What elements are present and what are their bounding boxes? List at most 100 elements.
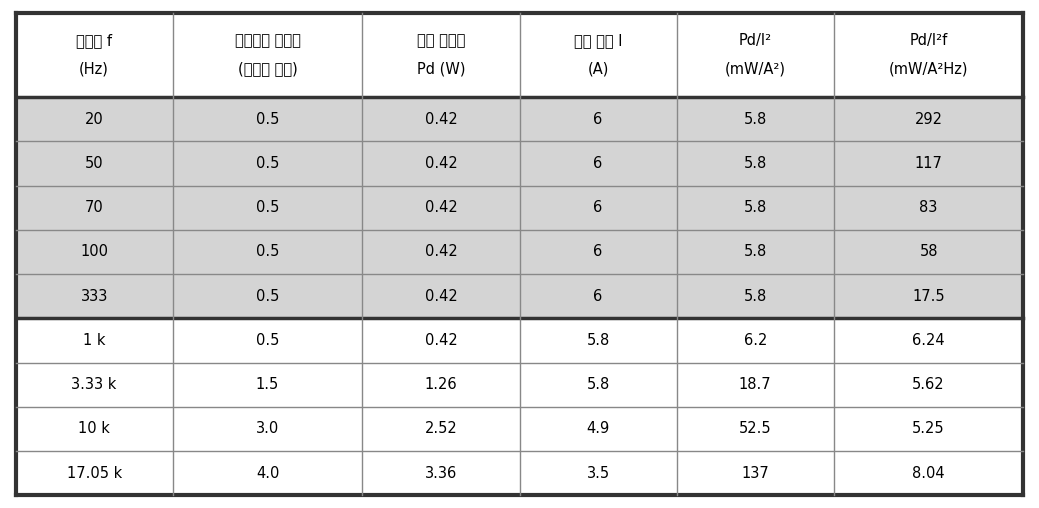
Bar (16, 97, 172, 141)
Text: 0.42: 0.42 (425, 112, 457, 127)
Bar (676, 185, 833, 230)
Text: 0.5: 0.5 (256, 200, 279, 215)
Bar (16, 407, 172, 451)
Text: 6: 6 (593, 200, 603, 215)
Text: 83: 83 (920, 200, 938, 215)
Text: 환산 발열량: 환산 발열량 (417, 33, 465, 48)
Text: 0.5: 0.5 (256, 156, 279, 171)
Text: 70: 70 (85, 200, 104, 215)
Text: Pd/I²f: Pd/I²f (909, 33, 948, 48)
Text: 5.8: 5.8 (744, 200, 767, 215)
Text: 2.52: 2.52 (425, 422, 457, 436)
Text: 1.26: 1.26 (425, 377, 457, 392)
Text: 3.33 k: 3.33 k (72, 377, 116, 392)
Text: 6: 6 (593, 112, 603, 127)
Text: Pd (W): Pd (W) (417, 61, 465, 77)
Bar (172, 97, 363, 141)
Text: 6.24: 6.24 (912, 333, 944, 348)
Text: 292: 292 (914, 112, 942, 127)
Bar (833, 141, 1023, 185)
Text: 5.8: 5.8 (744, 244, 767, 260)
Bar (833, 407, 1023, 451)
Bar (172, 319, 363, 363)
Text: 17.05 k: 17.05 k (66, 466, 122, 481)
Text: (mW/A²): (mW/A²) (724, 61, 785, 77)
Bar (363, 451, 520, 495)
Text: 0.42: 0.42 (425, 289, 457, 304)
Bar (520, 274, 676, 319)
Text: 0.5: 0.5 (256, 289, 279, 304)
Bar (833, 451, 1023, 495)
Text: 5.8: 5.8 (586, 377, 610, 392)
Text: 5.25: 5.25 (912, 422, 944, 436)
Bar (16, 230, 172, 274)
Bar (16, 141, 172, 185)
Text: 8.04: 8.04 (912, 466, 944, 481)
Bar (520, 319, 676, 363)
Text: 0.5: 0.5 (256, 333, 279, 348)
Text: 50: 50 (85, 156, 104, 171)
Bar (363, 230, 520, 274)
Text: 0.42: 0.42 (425, 333, 457, 348)
Text: 3.0: 3.0 (256, 422, 279, 436)
Bar (172, 363, 363, 407)
Text: 전류 진폭 I: 전류 진폭 I (574, 33, 622, 48)
Text: 5.8: 5.8 (744, 289, 767, 304)
Text: 6: 6 (593, 244, 603, 260)
Bar (833, 230, 1023, 274)
Text: 17.5: 17.5 (912, 289, 944, 304)
Text: Pd/I²: Pd/I² (739, 33, 772, 48)
Text: 기체헬륨 증가량: 기체헬륨 증가량 (235, 33, 300, 48)
Text: 10 k: 10 k (78, 422, 110, 436)
Text: 진동수 f: 진동수 f (76, 33, 112, 48)
Text: (mW/A²Hz): (mW/A²Hz) (888, 61, 968, 77)
Bar (676, 230, 833, 274)
Bar (520, 97, 676, 141)
Bar (172, 407, 363, 451)
Bar (363, 319, 520, 363)
Text: 0.42: 0.42 (425, 244, 457, 260)
Text: 4.9: 4.9 (586, 422, 610, 436)
Bar (833, 363, 1023, 407)
Text: (유량계 눈금): (유량계 눈금) (238, 61, 297, 77)
Bar (16, 363, 172, 407)
Bar (520, 185, 676, 230)
Text: 0.42: 0.42 (425, 200, 457, 215)
Bar (833, 274, 1023, 319)
Bar (16, 451, 172, 495)
Bar (676, 363, 833, 407)
Text: 6: 6 (593, 156, 603, 171)
Text: 5.8: 5.8 (744, 112, 767, 127)
Text: 20: 20 (85, 112, 104, 127)
Text: 6.2: 6.2 (744, 333, 767, 348)
Text: (Hz): (Hz) (79, 61, 109, 77)
Bar (833, 185, 1023, 230)
Bar (363, 407, 520, 451)
Bar (16, 185, 172, 230)
Text: 5.8: 5.8 (586, 333, 610, 348)
Bar (172, 451, 363, 495)
Text: 1 k: 1 k (83, 333, 105, 348)
Bar (363, 185, 520, 230)
Text: 0.5: 0.5 (256, 244, 279, 260)
Bar (520, 363, 676, 407)
Text: 137: 137 (742, 466, 769, 481)
Bar (172, 230, 363, 274)
Bar (676, 451, 833, 495)
Bar (16, 319, 172, 363)
Bar (172, 274, 363, 319)
Bar (676, 274, 833, 319)
Text: 3.36: 3.36 (425, 466, 457, 481)
Bar (172, 185, 363, 230)
Bar (676, 141, 833, 185)
Bar (363, 141, 520, 185)
Bar (520, 451, 676, 495)
Text: 1.5: 1.5 (256, 377, 279, 392)
Text: (A): (A) (587, 61, 609, 77)
Bar (363, 363, 520, 407)
Bar (676, 319, 833, 363)
Text: 18.7: 18.7 (739, 377, 772, 392)
Text: 5.62: 5.62 (912, 377, 944, 392)
Bar (833, 319, 1023, 363)
Bar (520, 230, 676, 274)
